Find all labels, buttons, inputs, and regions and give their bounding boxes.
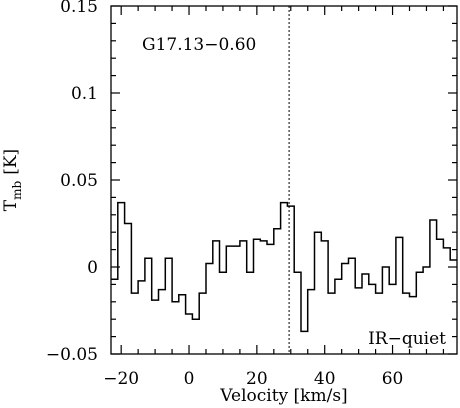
axis-tick-labels: −20 0 20 40 60 −0.05 0 0.05 0.1 0.15	[46, 0, 403, 389]
y-tick-label: −0.05	[46, 345, 98, 365]
y-axis-title: Tmb [K]	[1, 149, 24, 211]
x-tick-label: 20	[246, 369, 268, 389]
source-name-label: G17.13−0.60	[142, 35, 256, 55]
y-tick-label: 0.05	[60, 171, 98, 191]
x-axis-title: Velocity [km/s]	[219, 386, 347, 406]
x-tick-label: 60	[382, 369, 404, 389]
spectrum-series	[111, 201, 457, 333]
y-tick-label: 0.1	[71, 84, 98, 104]
axis-ticks	[111, 5, 457, 355]
category-label: IR−quiet	[368, 329, 446, 349]
plot-frame	[110, 5, 458, 355]
y-axis-title-sub: mb	[10, 180, 24, 199]
y-tick-label: 0.15	[60, 0, 98, 17]
x-tick-label: −20	[103, 369, 139, 389]
x-tick-label: 0	[184, 369, 195, 389]
y-tick-label: 0	[87, 258, 98, 278]
y-axis-title-unit: [K]	[1, 149, 21, 175]
y-axis-title-main: T	[1, 199, 21, 211]
x-tick-label: 40	[314, 369, 336, 389]
